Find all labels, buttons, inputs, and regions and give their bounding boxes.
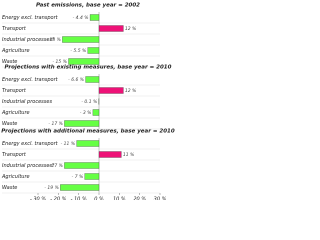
bar [64,162,100,169]
category-label: Agriculture [1,110,30,116]
value-label: - 18 % [46,37,61,43]
value-label: - 7 % [72,174,84,180]
category-label: Industrial processes* [2,37,55,43]
x-tick-label: 30 % [154,197,167,201]
x-tick-label: 10 % [113,197,126,201]
category-label: Waste [2,121,17,127]
category-label: Industrial processes [2,99,52,105]
bar [76,140,100,147]
x-tick-label: - 20 % [50,197,66,201]
value-label: - 17 % [48,121,63,127]
x-tick-label: - 30 % [30,197,46,201]
category-label: Energy excl. transport [2,141,59,147]
category-label: Industrial processes* [2,163,55,169]
category-label: Transport [2,26,27,32]
panel-title: Past emissions, base year = 2002 [36,3,140,9]
bar [62,36,100,43]
value-label: - 5.5 % [70,48,86,54]
value-label: 11 % [123,152,134,158]
panel-title: Projections with additional measures, ba… [1,129,175,135]
x-tick-label: - 10 % [71,197,87,201]
value-label: - 6.6 % [68,77,84,83]
value-label: 12 % [125,26,136,32]
bar [85,76,100,83]
bar [60,184,100,191]
value-label: - 4.4 % [73,15,89,21]
x-tick-label: 0 % [94,197,104,201]
bar [89,14,100,21]
category-label: Agriculture [1,174,30,180]
bar [98,87,124,94]
chart: Past emissions, base year = 2002 Energy e… [1,3,175,201]
bar [98,151,122,158]
bar [92,109,100,116]
category-label: Energy excl. transport [2,15,59,21]
bar [68,58,100,65]
bar [87,47,100,54]
value-label: - 3 % [80,110,92,116]
value-label: - 15 % [53,59,68,65]
category-label: Waste [2,185,17,191]
value-label: - 0.1 % [81,99,97,105]
bar [64,120,100,127]
value-label: - 11 % [61,141,76,147]
bar [98,25,124,32]
category-label: Agriculture [1,48,30,54]
category-label: Waste [2,59,17,65]
value-label: - 17 % [48,163,63,169]
category-label: Transport [2,88,27,94]
value-label: 12 % [125,88,136,94]
bar [84,173,100,180]
category-label: Transport [2,152,27,158]
value-label: - 19 % [44,185,59,191]
panel-title: Projections with existing measures, base… [5,65,172,71]
category-label: Energy excl. transport [2,77,59,83]
x-tick-label: 20 % [133,197,146,201]
